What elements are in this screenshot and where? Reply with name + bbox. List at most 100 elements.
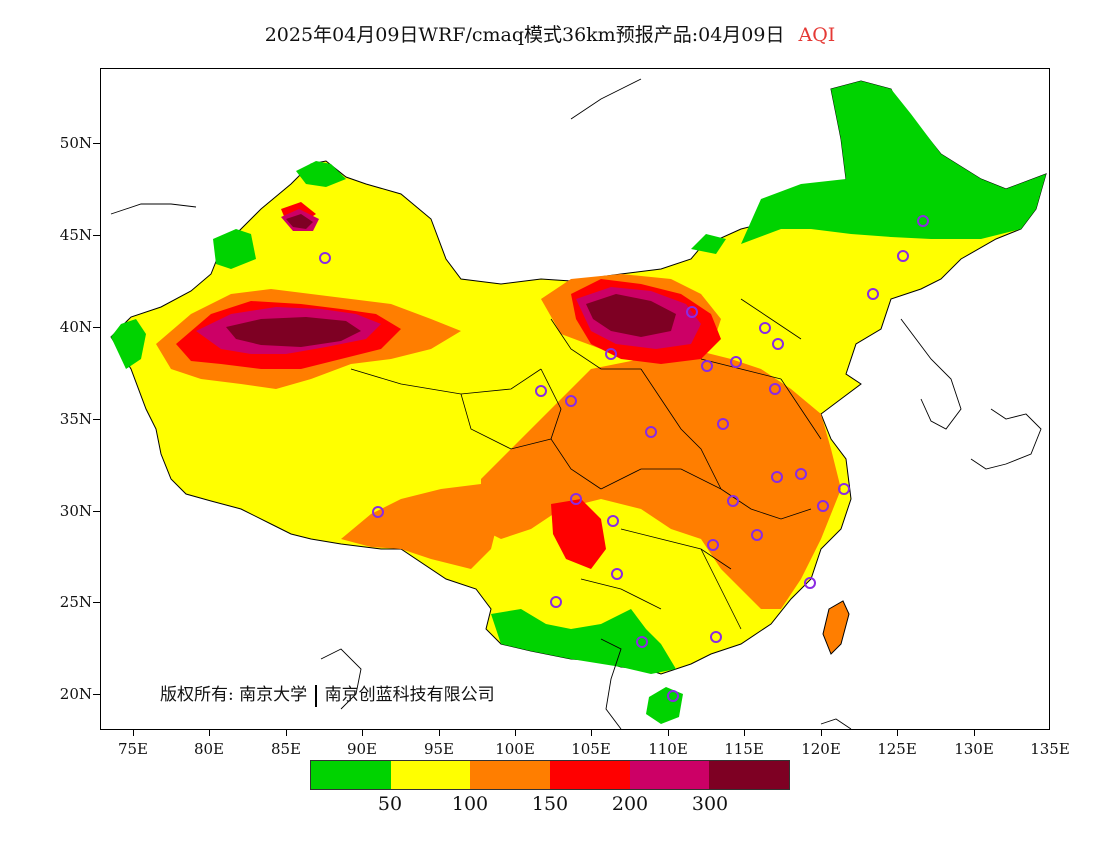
map-frame <box>100 68 1050 730</box>
station-marker <box>611 568 623 580</box>
station-marker <box>550 596 562 608</box>
lat-label-25n: 25N <box>59 593 92 611</box>
lon-tick <box>974 730 975 736</box>
province-boundaries <box>350 298 822 630</box>
copyright-notice: 版权所有: 南京大学 南京创蓝科技有限公司 <box>160 680 495 707</box>
copyright-org-nju: 南京大学 <box>239 685 308 705</box>
lon-tick <box>286 730 287 736</box>
lat-label-40n: 40N <box>59 318 92 336</box>
station-marker <box>795 468 807 480</box>
legend-label-150: 150 <box>531 793 569 815</box>
map-title: 2025年04月09日WRF/cmaq模式36km预报产品:04月09日 AQI <box>0 20 1100 47</box>
lon-label-120e: 120E <box>801 740 841 758</box>
legend-label-300: 300 <box>691 793 729 815</box>
lon-tick <box>209 730 210 736</box>
aqi-legend <box>310 760 790 790</box>
copyright-separator <box>315 684 317 707</box>
lat-tick <box>93 694 100 695</box>
lon-tick <box>515 730 516 736</box>
lon-label-130e: 130E <box>954 740 994 758</box>
copyright-prefix: 版权所有: <box>160 685 234 705</box>
station-marker <box>686 306 698 318</box>
station-marker <box>751 529 763 541</box>
station-marker <box>605 348 617 360</box>
legend-swatch-good <box>311 761 391 789</box>
central-orange <box>481 349 841 609</box>
station-markers <box>319 215 929 702</box>
northwest-green-2 <box>213 229 256 269</box>
lon-label-75e: 75E <box>117 740 149 758</box>
lat-tick <box>93 327 100 328</box>
station-marker <box>759 322 771 334</box>
station-marker <box>817 500 829 512</box>
station-marker <box>636 636 648 648</box>
variable-label: AQI <box>798 24 836 46</box>
lat-label-30n: 30N <box>59 502 92 520</box>
lon-tick <box>362 730 363 736</box>
station-marker <box>804 577 816 589</box>
legend-swatch-very-unhealthy <box>629 761 710 789</box>
station-marker <box>645 426 657 438</box>
legend-swatch-unhealthy <box>550 761 630 789</box>
lon-tick <box>591 730 592 736</box>
lon-tick <box>439 730 440 736</box>
station-marker <box>769 383 781 395</box>
north-maroon <box>586 294 676 337</box>
station-marker <box>730 356 742 368</box>
lat-label-35n: 35N <box>59 410 92 428</box>
title-text: 2025年04月09日WRF/cmaq模式36km预报产品:04月09日 <box>264 24 785 46</box>
lon-label-80e: 80E <box>193 740 225 758</box>
legend-label-50: 50 <box>377 793 403 815</box>
station-marker <box>727 495 739 507</box>
lon-tick <box>133 730 134 736</box>
lat-label-45n: 45N <box>59 226 92 244</box>
station-marker <box>717 418 729 430</box>
lat-tick <box>93 602 100 603</box>
lat-label-20n: 20N <box>59 685 92 703</box>
lon-tick <box>744 730 745 736</box>
station-marker <box>917 215 929 227</box>
copyright-org-chuanglan: 南京创蓝科技有限公司 <box>324 685 495 705</box>
north-maroon-small <box>286 214 313 229</box>
hainan-green <box>646 687 683 724</box>
lon-label-100e: 100E <box>495 740 535 758</box>
lon-label-105e: 105E <box>571 740 611 758</box>
legend-swatch-moderate <box>390 761 471 789</box>
station-marker <box>570 493 582 505</box>
southwest-orange <box>341 484 501 569</box>
lon-label-95e: 95E <box>423 740 455 758</box>
lon-tick <box>821 730 822 736</box>
legend-swatch-hazardous <box>709 761 790 789</box>
lon-label-110e: 110E <box>648 740 688 758</box>
lon-tick <box>668 730 669 736</box>
station-marker <box>319 252 331 264</box>
lon-label-125e: 125E <box>877 740 917 758</box>
station-marker <box>838 483 850 495</box>
station-marker <box>771 471 783 483</box>
lon-label-90e: 90E <box>346 740 378 758</box>
station-marker <box>701 360 713 372</box>
taiwan-red <box>822 600 850 655</box>
station-marker <box>897 250 909 262</box>
legend-label-200: 200 <box>611 793 649 815</box>
station-marker <box>372 506 384 518</box>
lon-label-115e: 115E <box>724 740 764 758</box>
station-marker <box>710 631 722 643</box>
neighbor-outlines <box>110 78 1042 729</box>
legend-label-100: 100 <box>451 793 489 815</box>
station-marker <box>565 395 577 407</box>
lon-label-85e: 85E <box>270 740 302 758</box>
lat-tick <box>93 143 100 144</box>
legend-swatch-sensitive <box>470 761 551 789</box>
aqi-map <box>110 78 1047 729</box>
northeast-small-green <box>691 234 726 254</box>
northwest-green-1 <box>296 161 346 187</box>
northeast-region-good <box>741 81 1046 244</box>
sichuan-red <box>551 499 606 569</box>
lat-label-50n: 50N <box>59 134 92 152</box>
lon-tick <box>897 730 898 736</box>
station-marker <box>535 385 547 397</box>
station-marker <box>772 338 784 350</box>
station-marker <box>707 539 719 551</box>
south-green-1 <box>491 609 676 674</box>
